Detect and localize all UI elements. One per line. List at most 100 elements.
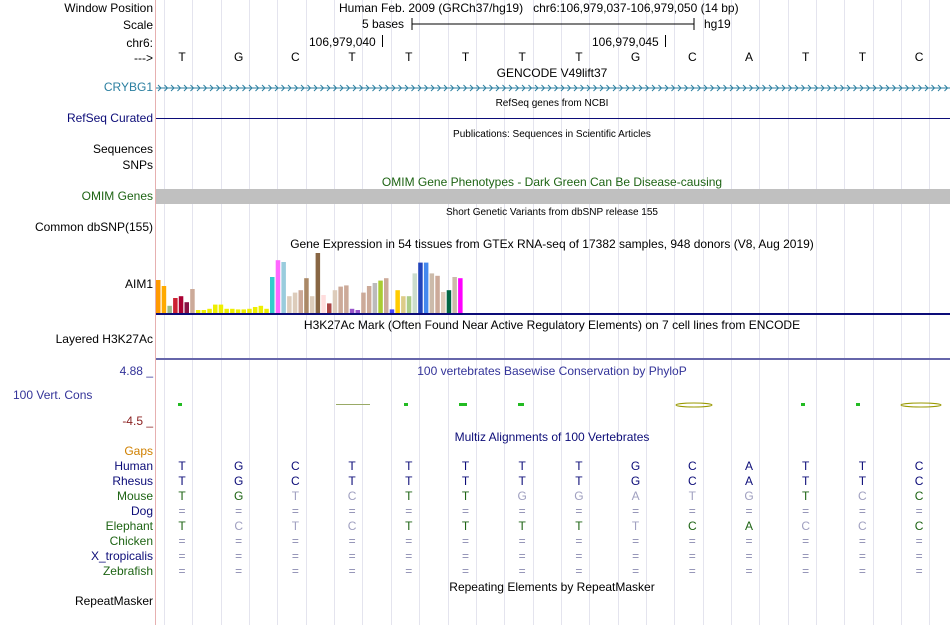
gtex-tissue-bar	[304, 278, 309, 313]
grid-line	[873, 0, 874, 625]
alignment-base: =	[688, 549, 696, 563]
alignment-base: =	[575, 504, 583, 518]
alignment-base: =	[632, 549, 640, 563]
gencode-strand-chevron	[203, 84, 208, 92]
species-label[interactable]: Zebrafish	[102, 564, 153, 578]
gtex-gene-label[interactable]: AIM1	[124, 277, 153, 291]
alignment-base: =	[575, 564, 583, 578]
gtex-tissue-bar	[418, 262, 423, 313]
phylop-score-mark	[178, 403, 182, 406]
h3k27ac-label[interactable]: Layered H3K27Ac	[55, 332, 153, 346]
alignment-base: T	[802, 489, 810, 503]
assembly-label: hg19	[704, 17, 731, 31]
gencode-strand-chevron	[541, 84, 546, 92]
grid-line	[703, 0, 704, 625]
alignment-base: =	[178, 549, 186, 563]
gtex-tissue-bar	[258, 305, 264, 313]
gencode-strand-chevron	[827, 84, 832, 92]
alignment-base: A	[744, 519, 753, 533]
repeatmasker-label[interactable]: RepeatMasker	[74, 594, 153, 608]
gencode-strand-chevron	[456, 84, 461, 92]
ruler-base: T	[802, 50, 810, 64]
alignment-base: =	[688, 504, 696, 518]
alignment-base: =	[745, 564, 753, 578]
gtex-bar-chart[interactable]	[156, 252, 950, 315]
gencode-strand-chevron	[229, 84, 234, 92]
gencode-track-title: GENCODE V49lift37	[496, 66, 608, 80]
alignment-base: G	[234, 489, 244, 503]
gencode-strand-chevron	[619, 84, 624, 92]
h3k27ac-track-title: H3K27Ac Mark (Often Found Near Active Re…	[303, 318, 801, 332]
refseq-gene-line[interactable]	[156, 118, 950, 119]
gencode-strand-chevron	[872, 84, 877, 92]
alignment-base: =	[858, 549, 866, 563]
gencode-strand-chevron	[242, 84, 247, 92]
species-label[interactable]: Rhesus	[112, 474, 153, 488]
alignment-base: A	[744, 474, 753, 488]
gencode-strand-chevron	[918, 84, 923, 92]
alignment-base: =	[405, 549, 413, 563]
ruler-base: T	[461, 50, 470, 64]
gencode-strand-chevron	[671, 84, 676, 92]
gencode-strand-chevron	[762, 84, 767, 92]
gencode-strand-chevron	[768, 84, 773, 92]
gtex-tissue-bar	[349, 308, 355, 313]
gencode-strand-chevron	[268, 84, 273, 92]
alignment-base: =	[348, 534, 356, 548]
gtex-tissue-bar	[344, 285, 349, 313]
species-label[interactable]: X_tropicalis	[90, 549, 153, 563]
species-label[interactable]: Dog	[130, 504, 153, 518]
phylop-track-label[interactable]: 100 Vert. Cons	[13, 388, 93, 402]
position-title: Human Feb. 2009 (GRCh37/hg19) chr6:106,9…	[339, 1, 739, 15]
gtex-tissue-bar	[218, 304, 224, 313]
gtex-tissue-bar	[270, 277, 275, 313]
gencode-gene-label[interactable]: CRYBG1	[103, 80, 153, 94]
gtex-tissue-bar	[156, 280, 161, 313]
gaps-label[interactable]: Gaps	[124, 444, 153, 458]
gtex-tissue-bar	[190, 289, 195, 313]
alignment-base: =	[575, 534, 583, 548]
dbsnp-label[interactable]: Common dbSNP(155)	[34, 220, 153, 234]
publications-label-snps[interactable]: SNPs	[122, 158, 153, 172]
gtex-tissue-bar	[247, 308, 252, 313]
gencode-strand-chevron	[638, 84, 643, 92]
publications-label-sequences[interactable]: Sequences	[92, 142, 153, 156]
gtex-tissue-bar	[184, 302, 189, 313]
alignment-base: =	[802, 549, 810, 563]
gencode-strand-chevron	[859, 84, 864, 92]
alignment-base: =	[802, 564, 810, 578]
refseq-label[interactable]: RefSeq Curated	[66, 111, 153, 125]
alignment-base: G	[630, 459, 641, 473]
alignment-base: T	[575, 459, 583, 473]
omim-label[interactable]: OMIM Genes	[81, 189, 153, 203]
ruler-base: T	[405, 50, 413, 64]
species-label[interactable]: Elephant	[105, 519, 153, 533]
refseq-track-title: RefSeq genes from NCBI	[495, 98, 609, 109]
alignment-base: T	[178, 519, 186, 533]
h3k27ac-signal-line[interactable]	[156, 358, 950, 360]
species-label[interactable]: Human	[114, 459, 153, 473]
gencode-strand-chevron	[560, 84, 565, 92]
grid-line	[788, 0, 789, 625]
gtex-tissue-bar	[458, 278, 463, 313]
phylop-score-mark	[459, 403, 467, 406]
species-label[interactable]: Chicken	[109, 534, 153, 548]
gtex-tissue-bar	[264, 308, 269, 313]
alignment-base: C	[291, 459, 300, 473]
strand-label[interactable]: --->	[134, 51, 153, 65]
grid-line	[901, 0, 902, 625]
species-label[interactable]: Mouse	[116, 489, 153, 503]
alignment-base: C	[914, 519, 924, 533]
gencode-gene-model[interactable]	[156, 82, 950, 94]
phylop-signal[interactable]	[156, 395, 950, 415]
gencode-strand-chevron	[372, 84, 377, 92]
gencode-strand-chevron	[411, 84, 416, 92]
gencode-strand-chevron	[944, 84, 949, 92]
alignment-base: T	[858, 474, 867, 488]
omim-bar[interactable]	[156, 189, 950, 204]
gencode-strand-chevron	[339, 84, 344, 92]
phylop-score-mark	[856, 403, 860, 406]
grid-line	[561, 0, 562, 625]
gencode-strand-chevron	[788, 84, 793, 92]
alignment-base: =	[235, 564, 243, 578]
